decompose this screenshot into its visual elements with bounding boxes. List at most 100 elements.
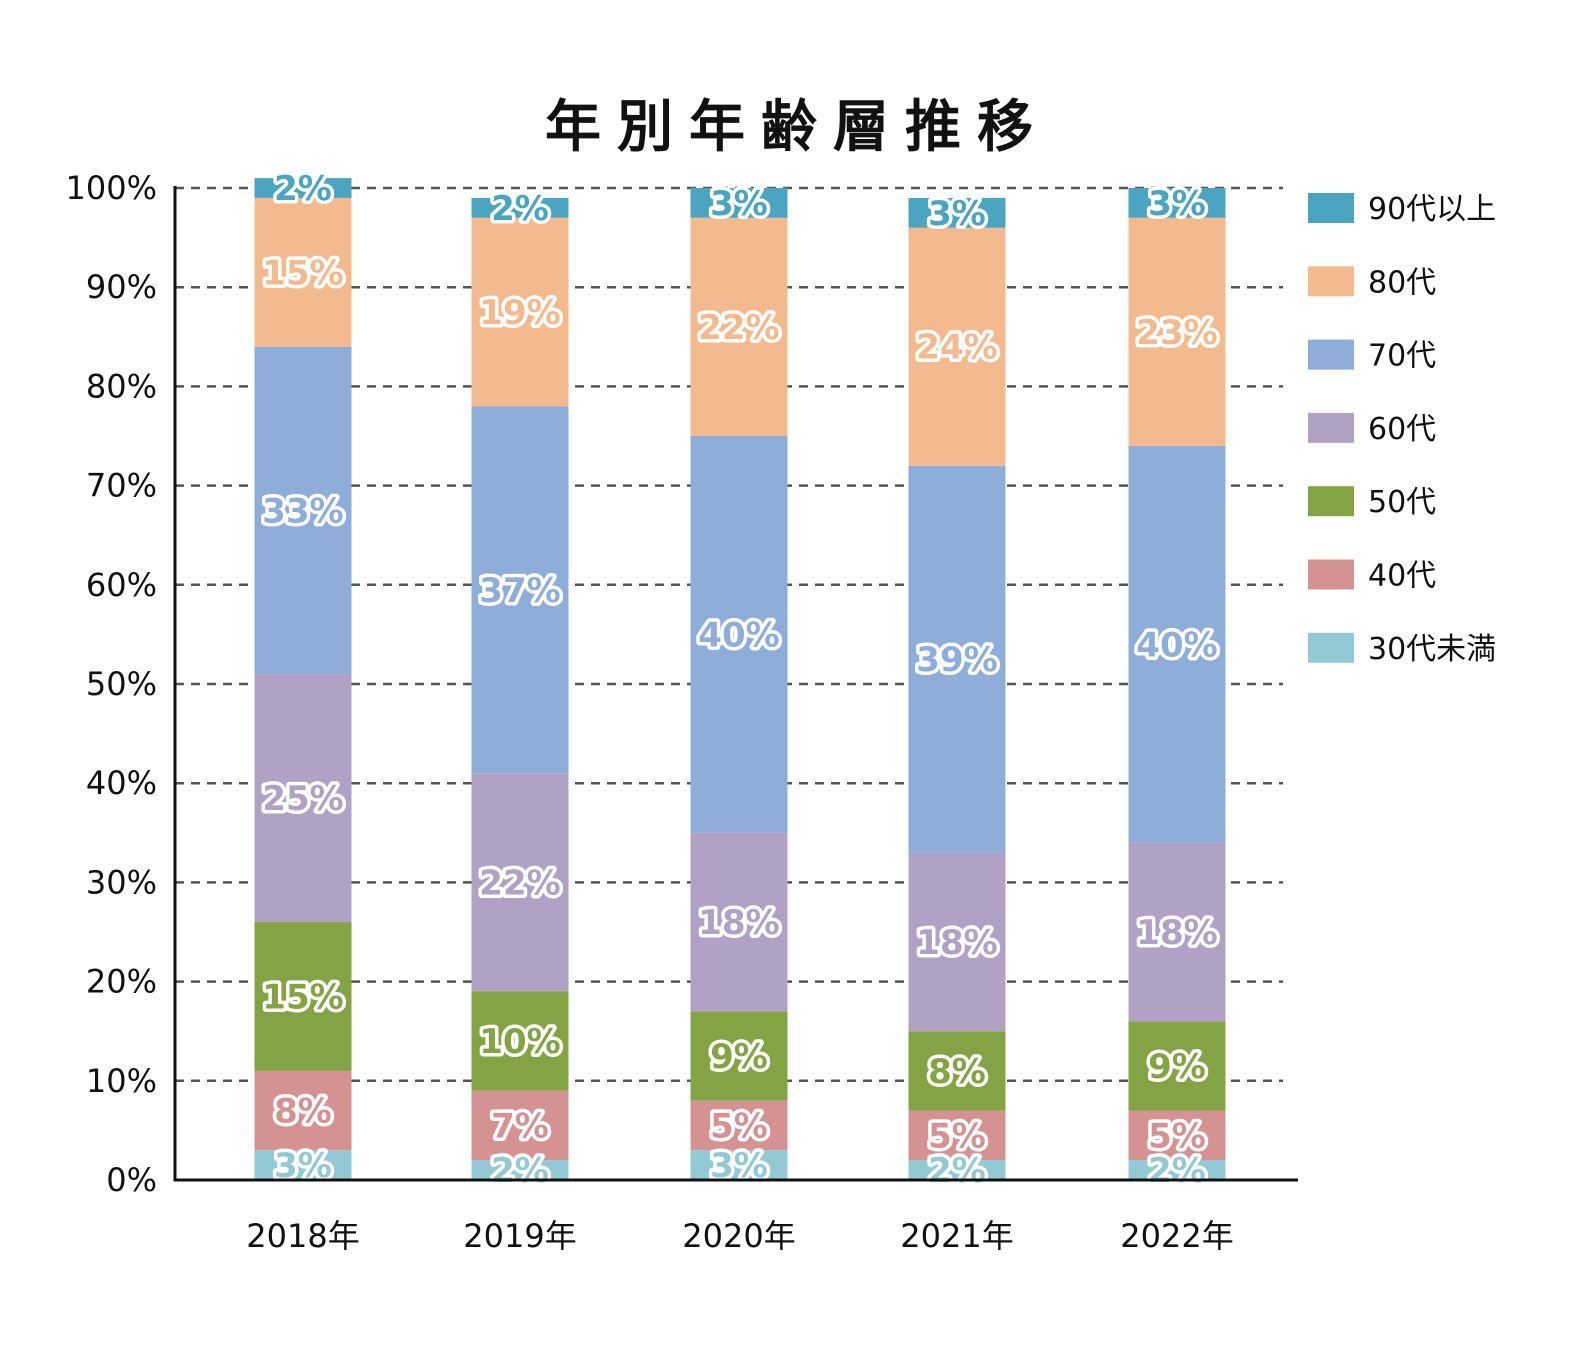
bar-segment [471, 1160, 569, 1180]
bar-segment [254, 197, 352, 347]
bar-segment [1128, 217, 1226, 446]
bar-segment [690, 832, 788, 1012]
y-tick-label: 20% [86, 963, 157, 1001]
data-label: 18% [916, 923, 997, 963]
bar-segment [1128, 1110, 1226, 1161]
bar-segment [908, 197, 1006, 228]
y-tick-label: 50% [86, 665, 157, 703]
data-label: 2% [928, 1151, 986, 1191]
gridlines [175, 186, 1283, 1083]
y-tick-label: 70% [86, 467, 157, 505]
data-label: 7% [491, 1106, 549, 1146]
y-tick-label: 0% [106, 1161, 157, 1199]
y-tick-label: 100% [66, 169, 157, 207]
bar-segment [908, 852, 1006, 1032]
data-label: 8% [928, 1052, 986, 1092]
legend-swatch [1308, 559, 1354, 590]
chart-title: 年別年齢層推移 [545, 95, 1049, 160]
bar-segment [1128, 445, 1226, 843]
bar-segment [908, 1110, 1006, 1161]
data-label: 8% [274, 1092, 332, 1132]
data-label: 2% [491, 1151, 549, 1191]
legend-label: 40代 [1368, 559, 1436, 594]
legend-label: 30代未満 [1368, 632, 1496, 667]
data-label: 33% [262, 491, 343, 531]
data-label: 22% [698, 308, 779, 348]
x-tick-label: 2019年 [463, 1217, 576, 1255]
data-label: 15% [262, 253, 343, 293]
data-label: 9% [710, 1037, 768, 1077]
y-tick-label: 40% [86, 764, 157, 802]
bar-segment [471, 217, 569, 407]
data-label: 3% [928, 194, 986, 234]
legend-swatch [1308, 339, 1354, 370]
bar-segment [690, 436, 788, 833]
data-label: 15% [262, 977, 343, 1017]
bar-segment [1128, 1160, 1226, 1180]
data-label: 18% [698, 903, 779, 943]
bar-segment [908, 227, 1006, 466]
y-tick-label: 80% [86, 367, 157, 405]
bar-segment [1128, 188, 1226, 218]
bar-segment [908, 1160, 1006, 1180]
bar-segment [254, 346, 352, 675]
data-label: 18% [1136, 913, 1217, 953]
data-label: 39% [916, 640, 997, 680]
x-tick-label: 2021年 [900, 1217, 1013, 1255]
y-tick-label: 10% [86, 1062, 157, 1100]
bar-segment [1128, 842, 1226, 1022]
data-label: 40% [1136, 625, 1217, 665]
bar-segment [690, 1100, 788, 1151]
bar-segment [254, 178, 352, 198]
bar-segment [908, 1031, 1006, 1111]
bar-segment [254, 674, 352, 923]
data-label: 19% [479, 293, 560, 333]
legend-label: 70代 [1368, 339, 1436, 374]
legend-label: 90代以上 [1368, 192, 1496, 227]
data-label: 5% [928, 1116, 986, 1156]
data-label: 40% [698, 615, 779, 655]
bar-segment [690, 188, 788, 218]
data-labels: 3% 8% 15% 25% 33% 15% 2% 2% 7% 10% 22% 37% 19% 2% 3% 5%… [259, 166, 1221, 1195]
x-tick-label: 2022年 [1120, 1217, 1233, 1255]
data-label: 2% [274, 169, 332, 209]
bar-segment [254, 1150, 352, 1180]
y-tick-label: 60% [86, 566, 157, 604]
data-label: 2% [1148, 1151, 1206, 1191]
legend-swatch [1308, 632, 1354, 663]
data-label: 37% [479, 571, 560, 611]
bar-segment [254, 1070, 352, 1151]
bar-segment [471, 991, 569, 1091]
data-label: 3% [710, 184, 768, 224]
legend-swatch [1308, 412, 1354, 443]
bar-segment [690, 217, 788, 436]
y-tick-label: 30% [86, 863, 157, 901]
bar-segment [690, 1011, 788, 1101]
legend-label: 60代 [1368, 412, 1436, 447]
legend-label: 50代 [1368, 485, 1436, 520]
data-label: 5% [1148, 1116, 1206, 1156]
data-label: 23% [1136, 313, 1217, 353]
bar-segment [471, 1090, 569, 1161]
data-label: 9% [1148, 1047, 1206, 1087]
bar-segment [254, 922, 352, 1071]
x-tick-label: 2020年 [682, 1217, 795, 1255]
x-tick-label: 2018年 [246, 1217, 359, 1255]
data-label: 3% [1148, 184, 1206, 224]
legend-swatch [1308, 266, 1354, 297]
bar-segment [471, 773, 569, 992]
data-label: 22% [479, 863, 560, 903]
bar-segment [471, 197, 569, 218]
bar-segment [690, 1150, 788, 1180]
y-tick-label: 90% [86, 268, 157, 306]
data-label: 25% [262, 779, 343, 819]
legend-swatch [1308, 486, 1354, 517]
data-label: 2% [491, 189, 549, 229]
bars [254, 178, 1226, 1180]
bar-segment [1128, 1021, 1226, 1111]
axes [173, 186, 1298, 1182]
data-label: 5% [710, 1106, 768, 1146]
x-axis-labels: 2018年 2019年 2020年 2021年 2022年 [246, 1217, 1233, 1255]
data-label: 10% [479, 1022, 560, 1062]
